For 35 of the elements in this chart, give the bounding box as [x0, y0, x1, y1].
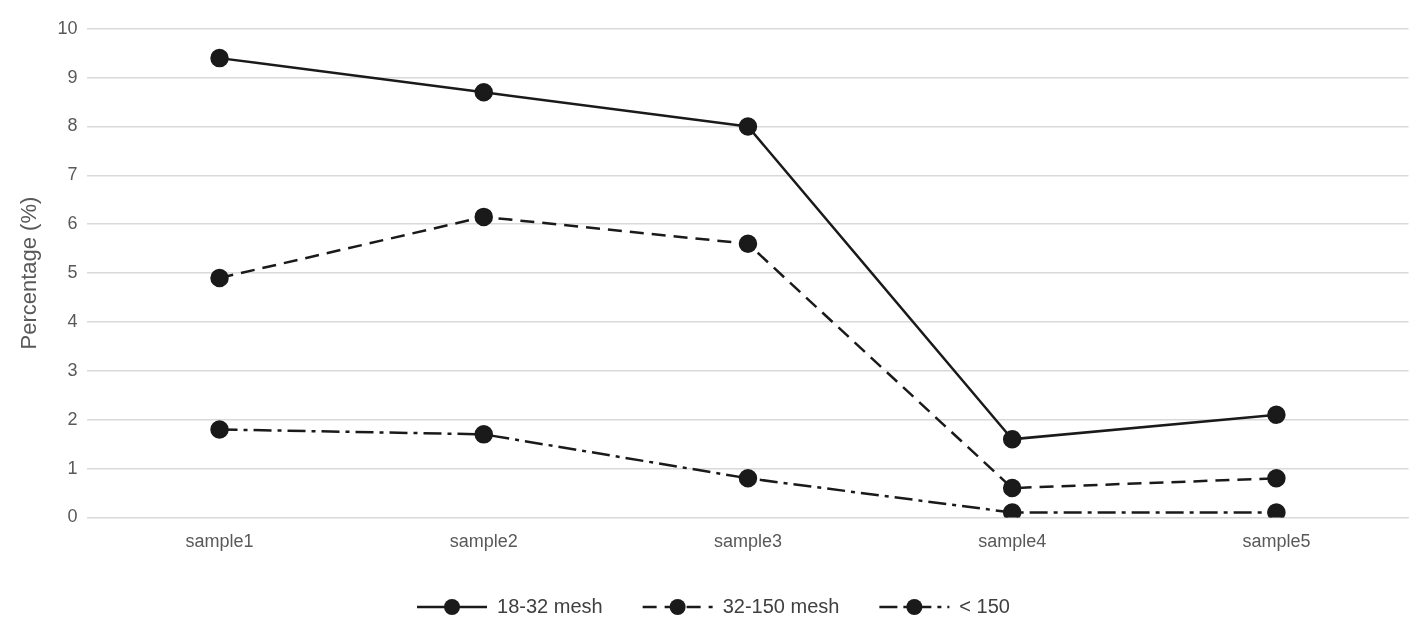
x-tick-label: sample1	[185, 531, 254, 552]
y-tick-label: 5	[67, 262, 78, 283]
point	[474, 425, 493, 444]
legend-label: 32-150 mesh	[722, 594, 840, 617]
point	[738, 234, 758, 254]
point	[1002, 478, 1022, 498]
legend-label: 18-32 mesh	[497, 594, 603, 617]
y-tick-label: 9	[67, 66, 78, 87]
point	[1267, 469, 1286, 488]
point	[474, 83, 493, 102]
point	[738, 117, 758, 136]
point	[1267, 405, 1286, 425]
y-tick-label: 10	[57, 17, 78, 38]
y-tick-label: 2	[67, 408, 78, 429]
legend-label: < 150	[959, 594, 1010, 617]
x-tick-label: sample3	[713, 531, 782, 552]
point	[210, 48, 229, 68]
point	[210, 420, 229, 439]
point	[1002, 429, 1022, 449]
x-tick-label: sample5	[1242, 531, 1311, 552]
x-tick-label: sample4	[978, 531, 1047, 552]
y-tick-label: 0	[67, 506, 78, 527]
point	[1267, 503, 1286, 518]
x-tick-label: sample2	[449, 531, 518, 552]
y-tick-label: 4	[67, 310, 78, 331]
point	[474, 207, 493, 227]
y-tick-label: 1	[67, 457, 78, 478]
point	[210, 268, 229, 288]
y-tick-label: 3	[67, 359, 78, 380]
y-tick-label: 8	[67, 115, 78, 136]
point	[738, 469, 758, 488]
y-tick-label: 7	[67, 164, 78, 185]
point	[1002, 503, 1022, 518]
y-tick-label: 6	[67, 213, 78, 234]
y-axis-title: Percentage (%)	[16, 196, 42, 350]
